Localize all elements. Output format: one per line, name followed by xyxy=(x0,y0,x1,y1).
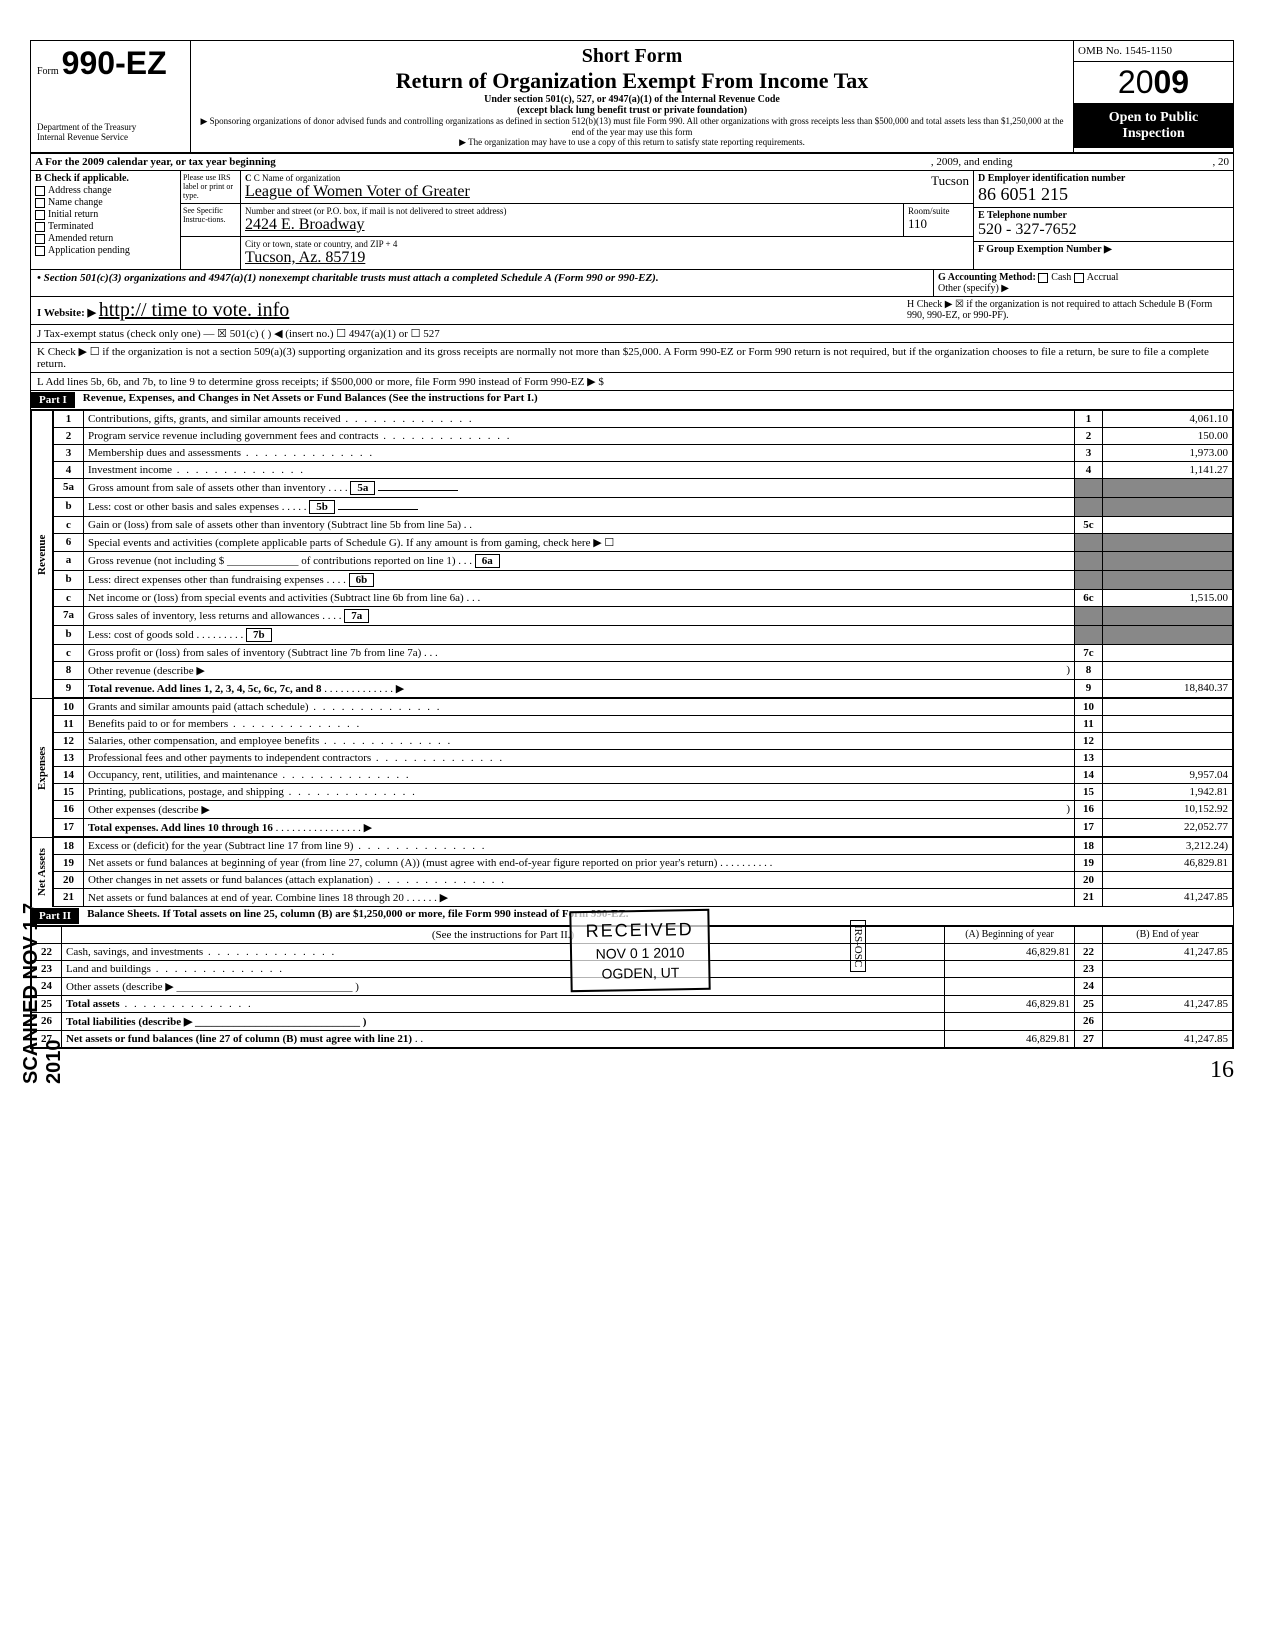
part2-header: Part II Balance Sheets. If Total assets … xyxy=(31,907,1233,926)
checkbox-initial-return[interactable] xyxy=(35,210,45,220)
instr-label: Please use IRS label or print or type. xyxy=(181,171,241,203)
dept-treasury: Department of the Treasury xyxy=(37,122,184,132)
bs-line-22: 22Cash, savings, and investments46,829.8… xyxy=(32,944,1233,961)
group-exemption: F Group Exemption Number ▶ xyxy=(974,242,1233,257)
l-line: L Add lines 5b, 6b, and 7b, to line 9 to… xyxy=(31,373,1233,391)
line-18: 18Excess or (deficit) for the year (Subt… xyxy=(54,838,1233,855)
ein-label: D Employer identification number xyxy=(978,173,1229,184)
omb-number: OMB No. 1545-1150 xyxy=(1074,41,1233,62)
line-2: 2Program service revenue including gover… xyxy=(54,428,1233,445)
checkbox-name-change[interactable] xyxy=(35,198,45,208)
checkbox-terminated[interactable] xyxy=(35,222,45,232)
phone-label: E Telephone number xyxy=(978,210,1229,221)
line-14: 14Occupancy, rent, utilities, and mainte… xyxy=(54,767,1233,784)
subtitle-1: Under section 501(c), 527, or 4947(a)(1)… xyxy=(199,94,1065,105)
section-c: Please use IRS label or print or type. C… xyxy=(181,171,973,269)
section-b: B Check if applicable. Address change Na… xyxy=(31,171,181,269)
k-check: K Check ▶ ☐ if the organization is not a… xyxy=(31,343,1233,373)
short-form-label: Short Form xyxy=(199,45,1065,68)
name-label: C C Name of organization Tucson xyxy=(245,173,969,183)
line-5a: 5aGross amount from sale of assets other… xyxy=(54,479,1233,498)
line-5b: bLess: cost or other basis and sales exp… xyxy=(54,498,1233,517)
line-8: 8Other revenue (describe ▶)8 xyxy=(54,662,1233,680)
page-mark: 16 xyxy=(30,1057,1234,1084)
line-7b: bLess: cost of goods sold . . . . . . . … xyxy=(54,626,1233,645)
col-b-header: (B) End of year xyxy=(1103,927,1233,944)
note-1: ▶ Sponsoring organizations of donor advi… xyxy=(199,116,1065,137)
line-7a: 7aGross sales of inventory, less returns… xyxy=(54,607,1233,626)
irs-osc-stamp: IRS-OSC xyxy=(850,920,866,972)
h-check: H Check ▶ ☒ if the organization is not r… xyxy=(907,299,1227,322)
room-label: Room/suite xyxy=(908,206,969,216)
note-2: ▶ The organization may have to use a cop… xyxy=(199,137,1065,148)
form-990ez: Form 990-EZ Department of the Treasury I… xyxy=(30,40,1234,1049)
line-6b: bLess: direct expenses other than fundra… xyxy=(54,571,1233,590)
part1-header: Part I Revenue, Expenses, and Changes in… xyxy=(31,391,1233,410)
line-19: 19Net assets or fund balances at beginni… xyxy=(54,855,1233,872)
bs-line-24: 24Other assets (describe ▶ _____________… xyxy=(32,978,1233,996)
net-assets-label: Net Assets xyxy=(31,837,53,907)
bs-line-27: 27Net assets or fund balances (line 27 o… xyxy=(32,1031,1233,1048)
line-7c: cGross profit or (loss) from sales of in… xyxy=(54,645,1233,662)
room-number: 110 xyxy=(908,216,969,232)
line-6: 6Special events and activities (complete… xyxy=(54,534,1233,552)
section-def: D Employer identification number 86 6051… xyxy=(973,171,1233,269)
website-url: http:// time to vote. info xyxy=(99,299,290,321)
line-17: 17Total expenses. Add lines 10 through 1… xyxy=(54,819,1233,837)
line-20: 20Other changes in net assets or fund ba… xyxy=(54,872,1233,889)
website-row: I Website: ▶ http:// time to vote. info … xyxy=(31,297,1233,325)
revenue-table: 1Contributions, gifts, grants, and simil… xyxy=(53,410,1233,698)
col-a-header: (A) Beginning of year xyxy=(945,927,1075,944)
addr-label: Number and street (or P.O. box, if mail … xyxy=(245,206,899,216)
checkbox-amended[interactable] xyxy=(35,234,45,244)
form-number: 990-EZ xyxy=(62,45,167,81)
checkbox-address-change[interactable] xyxy=(35,186,45,196)
bs-line-23: 23Land and buildings23 xyxy=(32,961,1233,978)
tax-exempt-status: J Tax-exempt status (check only one) — ☒… xyxy=(31,325,1233,343)
street-address: 2424 E. Broadway xyxy=(245,216,899,234)
ein-value: 86 6051 215 xyxy=(978,184,1229,205)
line-10: 10Grants and similar amounts paid (attac… xyxy=(54,699,1233,716)
checkbox-cash[interactable] xyxy=(1038,273,1048,283)
checkbox-accrual[interactable] xyxy=(1074,273,1084,283)
org-name: League of Women Voter of Greater xyxy=(245,183,969,201)
line-16: 16Other expenses (describe ▶)1610,152.92 xyxy=(54,801,1233,819)
line-4: 4Investment income41,141.27 xyxy=(54,462,1233,479)
bs-line-25: 25Total assets46,829.812541,247.85 xyxy=(32,996,1233,1013)
subtitle-2: (except black lung benefit trust or priv… xyxy=(199,105,1065,116)
bs-line-26: 26Total liabilities (describe ▶ ________… xyxy=(32,1013,1233,1031)
phone-value: 520 - 327-7652 xyxy=(978,221,1229,239)
revenue-label: Revenue xyxy=(31,410,53,698)
instr-label-2: See Specific Instruc-tions. xyxy=(181,204,241,236)
section-bcdef: B Check if applicable. Address change Na… xyxy=(31,171,1233,270)
line-6c: cNet income or (loss) from special event… xyxy=(54,590,1233,607)
line-15: 15Printing, publications, postage, and s… xyxy=(54,784,1233,801)
dept-irs: Internal Revenue Service xyxy=(37,132,184,142)
line-11: 11Benefits paid to or for members11 xyxy=(54,716,1233,733)
open-to-public: Open to Public Inspection xyxy=(1074,104,1233,148)
expenses-table: 10Grants and similar amounts paid (attac… xyxy=(53,698,1233,837)
city-state-zip: Tucson, Az. 85719 xyxy=(245,249,969,267)
line-21: 21Net assets or fund balances at end of … xyxy=(54,889,1233,907)
line-6a: aGross revenue (not including $ ________… xyxy=(54,552,1233,571)
line-1: 1Contributions, gifts, grants, and simil… xyxy=(54,411,1233,428)
line-5c: cGain or (loss) from sale of assets othe… xyxy=(54,517,1233,534)
row-a-calendar-year: A For the 2009 calendar year, or tax yea… xyxy=(31,154,1233,171)
city-label: City or town, state or country, and ZIP … xyxy=(245,239,969,249)
line-3: 3Membership dues and assessments31,973.0… xyxy=(54,445,1233,462)
balance-sheet-table: (See the instructions for Part II.) (A) … xyxy=(31,926,1233,1048)
tax-year: 2009 xyxy=(1074,62,1233,104)
form-header: Form 990-EZ Department of the Treasury I… xyxy=(31,41,1233,154)
line-12: 12Salaries, other compensation, and empl… xyxy=(54,733,1233,750)
section-501c3: • Section 501(c)(3) organizations and 49… xyxy=(31,270,1233,297)
form-prefix: Form xyxy=(37,66,59,77)
net-assets-table: 18Excess or (deficit) for the year (Subt… xyxy=(53,837,1233,907)
line-13: 13Professional fees and other payments t… xyxy=(54,750,1233,767)
main-title: Return of Organization Exempt From Incom… xyxy=(199,68,1065,94)
checkbox-application-pending[interactable] xyxy=(35,246,45,256)
line-9: 9Total revenue. Add lines 1, 2, 3, 4, 5c… xyxy=(54,680,1233,698)
expenses-label: Expenses xyxy=(31,698,53,837)
